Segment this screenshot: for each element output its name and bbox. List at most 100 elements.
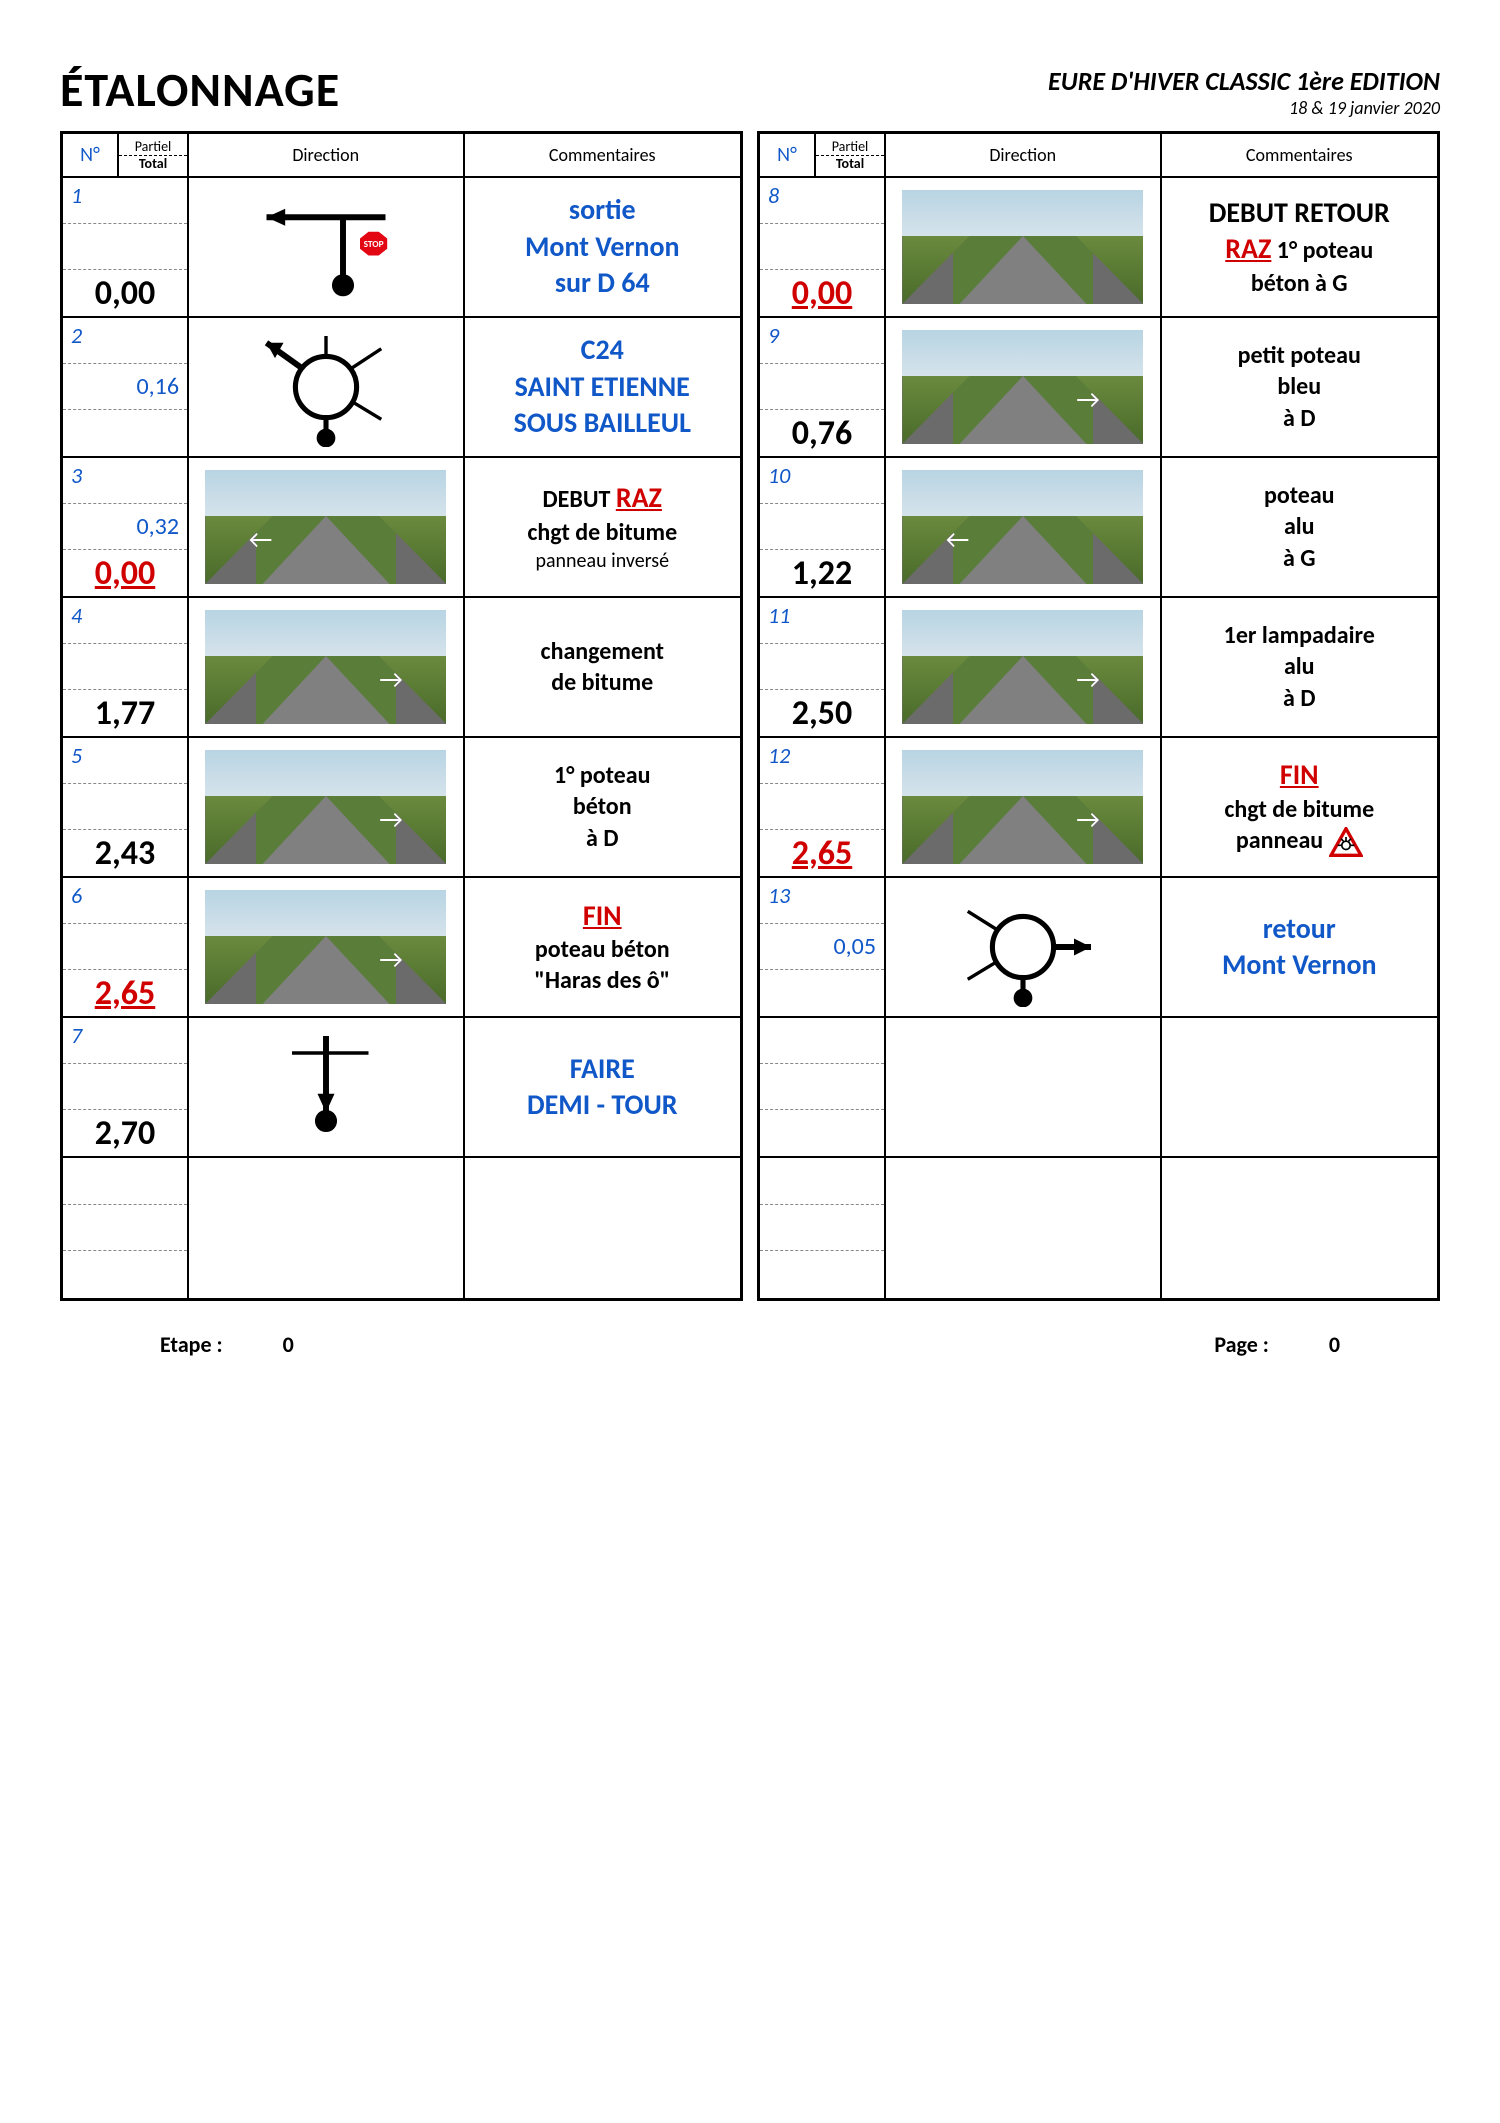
roadbook-row: 4 1,77 → changementde bitume [63, 598, 740, 738]
row-number: 9 [760, 318, 884, 364]
commentaires-cell: FAIREDEMI - TOUR [465, 1018, 741, 1156]
roadbook-row: 7 2,70 FAIREDEMI - TOUR [63, 1018, 740, 1158]
row-partiel [63, 644, 187, 690]
road-photo: → [902, 750, 1143, 863]
direction-cell [886, 878, 1162, 1016]
row-number: 8 [760, 178, 884, 224]
number-column: 11 2,50 [760, 598, 886, 736]
row-total: 1,77 [63, 690, 187, 736]
roadbook-row: 13 0,05 retourMont Vernon [760, 878, 1437, 1018]
row-number: 13 [760, 878, 884, 924]
svg-text:STOP: STOP [363, 238, 383, 250]
commentaires-cell: FINchgt de bitumepanneau [1162, 738, 1438, 876]
row-number: 4 [63, 598, 187, 644]
commentaires-cell: poteaualuà G [1162, 458, 1438, 596]
row-number [760, 1158, 884, 1205]
direction-cell: STOP [189, 178, 465, 316]
footer-page: Page : 0 [1214, 1331, 1340, 1358]
row-number: 10 [760, 458, 884, 504]
number-column: 5 2,43 [63, 738, 189, 876]
row-number: 7 [63, 1018, 187, 1064]
row-partiel: 0,32 [63, 504, 187, 550]
row-total: 0,00 [760, 270, 884, 316]
etape-value: 0 [283, 1331, 294, 1358]
row-total: 1,22 [760, 550, 884, 596]
row-partiel [760, 644, 884, 690]
row-number: 3 [63, 458, 187, 504]
number-column: 6 2,65 [63, 878, 189, 1016]
row-number [760, 1018, 884, 1064]
road-photo: → [902, 330, 1143, 443]
roadbook-row [760, 1018, 1437, 1158]
row-number: 5 [63, 738, 187, 784]
column-left: N° Partiel Total Direction Commentaires … [60, 131, 743, 1301]
number-column: 8 0,00 [760, 178, 886, 316]
direction-cell: → [189, 738, 465, 876]
column-header: N° Partiel Total Direction Commentaires [760, 134, 1437, 178]
row-number: 12 [760, 738, 884, 784]
commentaires-cell: DEBUT RETOURRAZ 1° poteaubéton à G [1162, 178, 1438, 316]
columns: N° Partiel Total Direction Commentaires … [60, 131, 1440, 1301]
commentaires-cell: FINpoteau béton"Haras des ô" [465, 878, 741, 1016]
roadbook-row: 11 2,50 → 1er lampadairealuà D [760, 598, 1437, 738]
page-title: ÉTALONNAGE [60, 60, 340, 119]
commentaires-cell: 1er lampadairealuà D [1162, 598, 1438, 736]
row-partiel [760, 224, 884, 270]
hdr-direction: Direction [886, 134, 1162, 178]
commentaires-cell [1162, 1158, 1438, 1298]
commentaires-cell: 1° poteaubétonà D [465, 738, 741, 876]
row-partiel [760, 784, 884, 830]
row-partiel [760, 364, 884, 410]
column-right: N° Partiel Total Direction Commentaires … [757, 131, 1440, 1301]
row-total: 2,65 [760, 830, 884, 876]
row-partiel [63, 924, 187, 970]
direction-cell: ← [189, 458, 465, 596]
row-partiel [63, 1205, 187, 1252]
road-photo: → [902, 610, 1143, 723]
hdr-commentaires: Commentaires [1162, 134, 1438, 178]
road-photo: → [205, 890, 446, 1003]
hdr-n: N° [760, 134, 816, 178]
row-partiel [760, 1205, 884, 1252]
roadbook-row: 10 1,22 ← poteaualuà G [760, 458, 1437, 598]
road-photo [902, 190, 1143, 303]
commentaires-cell: DEBUT RAZchgt de bitumepanneau inversé [465, 458, 741, 596]
hdr-n: N° [63, 134, 119, 178]
hdr-commentaires: Commentaires [465, 134, 741, 178]
hdr-partiel-total: Partiel Total [119, 134, 189, 178]
commentaires-cell: retourMont Vernon [1162, 878, 1438, 1016]
row-total [63, 1251, 187, 1298]
row-total [760, 1110, 884, 1156]
number-column [760, 1158, 886, 1298]
road-photo: → [205, 750, 446, 863]
event-title: EURE D'HIVER CLASSIC 1ère EDITION [1048, 65, 1440, 97]
etape-label: Etape : [160, 1331, 223, 1358]
commentaires-cell: petit poteaubleuà D [1162, 318, 1438, 456]
roadbook-row [63, 1158, 740, 1298]
row-partiel [63, 1064, 187, 1110]
number-column: 10 1,22 [760, 458, 886, 596]
row-partiel [63, 224, 187, 270]
row-total: 0,00 [63, 550, 187, 596]
direction-cell: ← [886, 458, 1162, 596]
road-photo: ← [902, 470, 1143, 583]
number-column: 7 2,70 [63, 1018, 189, 1156]
row-number [63, 1158, 187, 1205]
commentaires-cell: sortieMont Vernonsur D 64 [465, 178, 741, 316]
number-column [63, 1158, 189, 1298]
direction-cell: → [189, 878, 465, 1016]
direction-cell [189, 318, 465, 456]
commentaires-cell: C24SAINT ETIENNESOUS BAILLEUL [465, 318, 741, 456]
row-total [63, 410, 187, 456]
row-number: 2 [63, 318, 187, 364]
commentaires-cell [465, 1158, 741, 1298]
number-column: 13 0,05 [760, 878, 886, 1016]
number-column [760, 1018, 886, 1156]
roadbook-row [760, 1158, 1437, 1298]
page-label: Page : [1214, 1331, 1268, 1358]
number-column: 3 0,32 0,00 [63, 458, 189, 596]
number-column: 9 0,76 [760, 318, 886, 456]
row-partiel [63, 784, 187, 830]
road-photo: ← [205, 470, 446, 583]
row-partiel [760, 504, 884, 550]
